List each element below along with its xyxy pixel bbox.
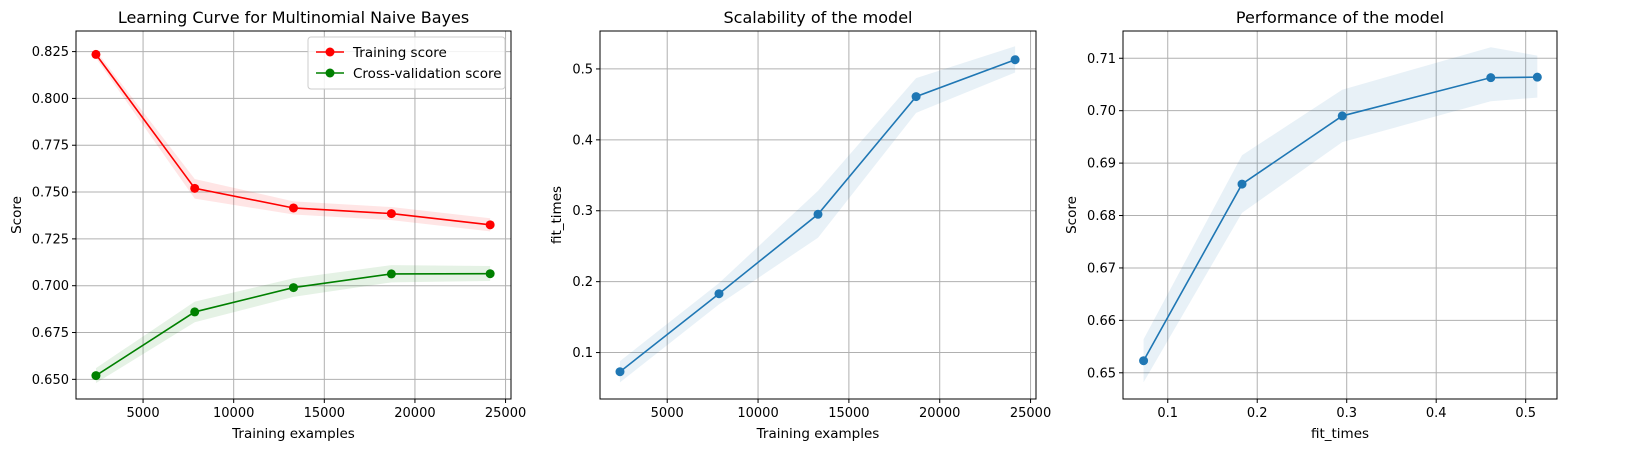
y-tick-label: 0.650 (32, 373, 69, 388)
plot-frame (599, 30, 1037, 400)
data-point (615, 367, 625, 377)
plot-frame (75, 30, 512, 400)
data-point (289, 283, 298, 293)
data-point (386, 269, 396, 279)
y-tick-label: 0.5 (572, 62, 593, 77)
data-point (289, 203, 298, 213)
data-point (1532, 72, 1542, 82)
y-tick-label: 0.750 (32, 186, 69, 201)
y-tick-label: 0.69 (1087, 157, 1116, 172)
y-tick-label: 0.825 (32, 45, 69, 60)
chart-learning-curve: Learning Curve for Multinomial Naive Bay… (9, 8, 526, 442)
x-tick-label: 10000 (737, 406, 778, 421)
chart-title: Learning Curve for Multinomial Naive Bay… (118, 8, 469, 27)
chart-performance: Performance of the model fit_times Score… (1064, 8, 1558, 442)
y-tick-label: 0.1 (572, 346, 593, 361)
chart-scalability: Scalability of the model Training exampl… (549, 8, 1051, 442)
x-axis-label: Training examples (756, 426, 880, 442)
y-tick-label: 0.4 (572, 133, 593, 148)
x-tick-label: 20000 (394, 406, 435, 421)
x-axis-label: fit_times (1311, 426, 1369, 442)
chart-title: Performance of the model (1236, 8, 1444, 27)
x-tick-label: 25000 (485, 406, 526, 421)
x-tick-label: 5000 (127, 406, 160, 421)
x-tick-label: 0.5 (1515, 406, 1536, 421)
x-tick-label: 10000 (213, 406, 254, 421)
y-tick-label: 0.800 (32, 92, 69, 107)
series-band (95, 265, 491, 384)
y-tick-label: 0.67 (1087, 261, 1116, 276)
plot-frame (1122, 30, 1558, 400)
y-tick-label: 0.66 (1087, 314, 1116, 329)
legend: Training score Cross-validation score (307, 36, 506, 90)
data-point (1010, 55, 1020, 65)
data-point (1139, 356, 1149, 366)
data-point (485, 220, 495, 230)
legend-label: Cross-validation score (353, 66, 502, 82)
data-point (714, 289, 724, 299)
y-tick-label: 0.2 (572, 275, 593, 290)
x-tick-label: 20000 (919, 406, 960, 421)
y-tick-label: 0.675 (32, 326, 69, 341)
y-axis-label: fit_times (549, 186, 565, 244)
y-tick-label: 0.71 (1087, 52, 1116, 67)
y-tick-label: 0.700 (32, 279, 69, 294)
series-band (1143, 47, 1538, 383)
x-tick-label: 0.3 (1336, 406, 1357, 421)
x-tick-label: 5000 (651, 406, 684, 421)
data-point (190, 307, 200, 317)
x-tick-label: 0.1 (1157, 406, 1178, 421)
x-tick-label: 0.2 (1247, 406, 1268, 421)
x-axis-label: Training examples (231, 426, 355, 442)
legend-swatch-marker (325, 47, 335, 57)
x-tick-label: 15000 (304, 406, 345, 421)
y-tick-label: 0.3 (572, 204, 593, 219)
data-point (190, 183, 200, 193)
y-tick-label: 0.65 (1087, 366, 1116, 381)
data-point (1486, 73, 1496, 83)
legend-swatch-marker (325, 68, 335, 78)
y-tick-label: 0.775 (32, 139, 69, 154)
y-tick-label: 0.725 (32, 232, 69, 247)
data-point (91, 49, 101, 59)
legend-box (307, 36, 506, 90)
y-tick-label: 0.70 (1087, 104, 1116, 119)
data-point (386, 209, 396, 219)
y-axis-label: Score (1064, 196, 1080, 234)
x-tick-label: 15000 (828, 406, 869, 421)
data-point (911, 92, 921, 102)
y-tick-label: 0.68 (1087, 209, 1116, 224)
data-point (1337, 111, 1347, 121)
data-point (813, 209, 823, 219)
y-axis-label: Score (9, 196, 25, 234)
data-point (485, 269, 495, 279)
x-tick-label: 0.4 (1426, 406, 1447, 421)
legend-label: Training score (352, 45, 447, 61)
x-tick-label: 25000 (1010, 406, 1051, 421)
data-point (91, 371, 101, 381)
data-point (1237, 179, 1247, 189)
chart-title: Scalability of the model (724, 8, 913, 27)
